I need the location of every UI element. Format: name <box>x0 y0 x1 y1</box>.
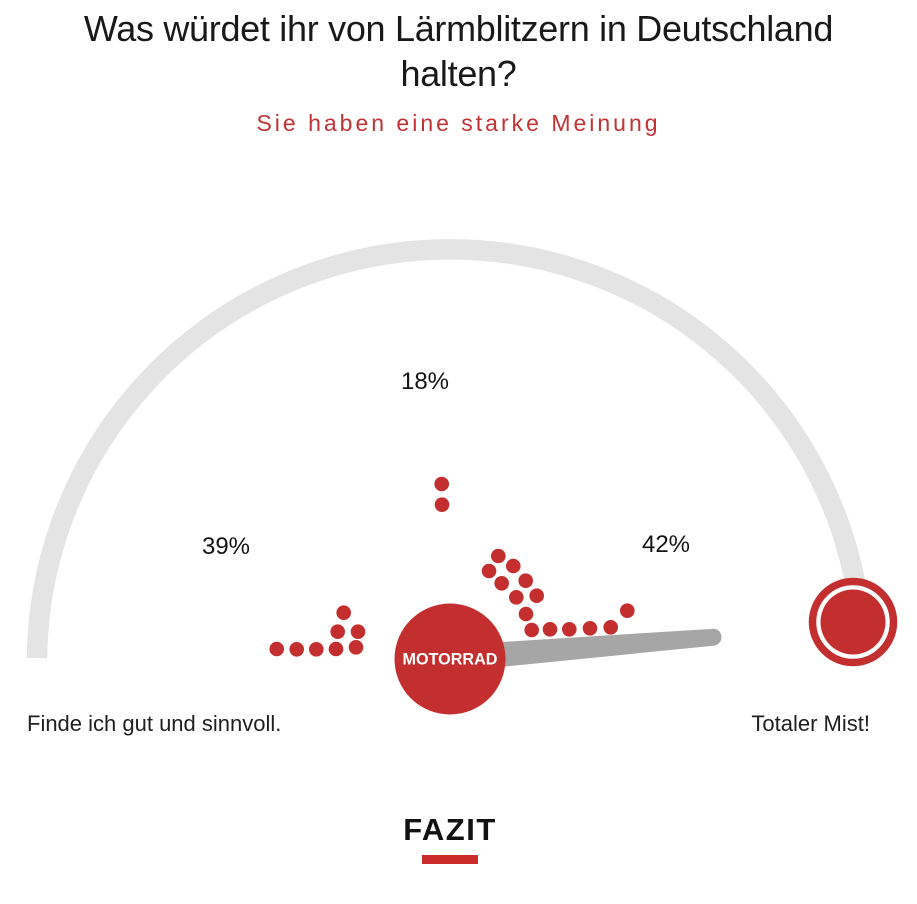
vote-dot <box>509 590 524 605</box>
vote-dot <box>542 622 558 637</box>
hub-circle <box>394 603 506 715</box>
vote-dot <box>562 622 577 637</box>
vote-dot <box>603 620 618 635</box>
vote-dot <box>348 640 364 655</box>
vote-dot <box>524 622 539 638</box>
vote-dot <box>330 624 346 639</box>
vote-dot <box>518 573 533 588</box>
vote-dot <box>434 476 450 492</box>
page-title: Was würdet ihr von Lärmblitzern in Deuts… <box>0 6 917 96</box>
page-title-line1: Was würdet ihr von Lärmblitzern in Deuts… <box>83 8 834 49</box>
vote-dot <box>328 641 344 657</box>
vote-dot <box>620 603 635 618</box>
vote-dot <box>309 642 324 657</box>
pct-label-top: 18% <box>400 368 450 395</box>
gauge-needle <box>458 628 722 672</box>
vote-dot <box>491 548 506 564</box>
footer-logo: FAZIT <box>0 812 900 864</box>
gauge-min-label: Finde ich gut und sinnvoll. <box>27 711 282 736</box>
gauge-max-label: Totaler Mist! <box>751 711 870 736</box>
vote-dot <box>350 624 366 639</box>
vote-dot <box>269 641 285 657</box>
vote-dot <box>529 588 544 603</box>
hub-brand-label: MOTORRAD <box>403 651 498 669</box>
vote-dot <box>506 558 521 574</box>
vote-dot <box>494 576 510 591</box>
vote-dot <box>289 642 305 657</box>
fazit-underline-bar <box>422 855 478 864</box>
vote-dot <box>434 497 450 512</box>
pct-label-right: 42% <box>641 531 691 558</box>
vote-dot <box>336 605 352 620</box>
gauge-hub: MOTORRAD <box>394 603 506 715</box>
vote-dot-plot <box>269 476 635 657</box>
gauge-target-knob[interactable] <box>808 577 898 667</box>
vote-dot <box>481 563 497 579</box>
knob-center <box>820 589 886 655</box>
vote-dot <box>582 621 598 636</box>
pct-label-left: 39% <box>201 533 251 560</box>
vote-dot <box>518 606 534 622</box>
fazit-wordmark: FAZIT <box>403 812 497 847</box>
page-title-line2: halten? <box>400 53 517 94</box>
page-subtitle: Sie haben eine starke Meinung <box>256 110 661 136</box>
gauge-arc <box>26 239 872 659</box>
